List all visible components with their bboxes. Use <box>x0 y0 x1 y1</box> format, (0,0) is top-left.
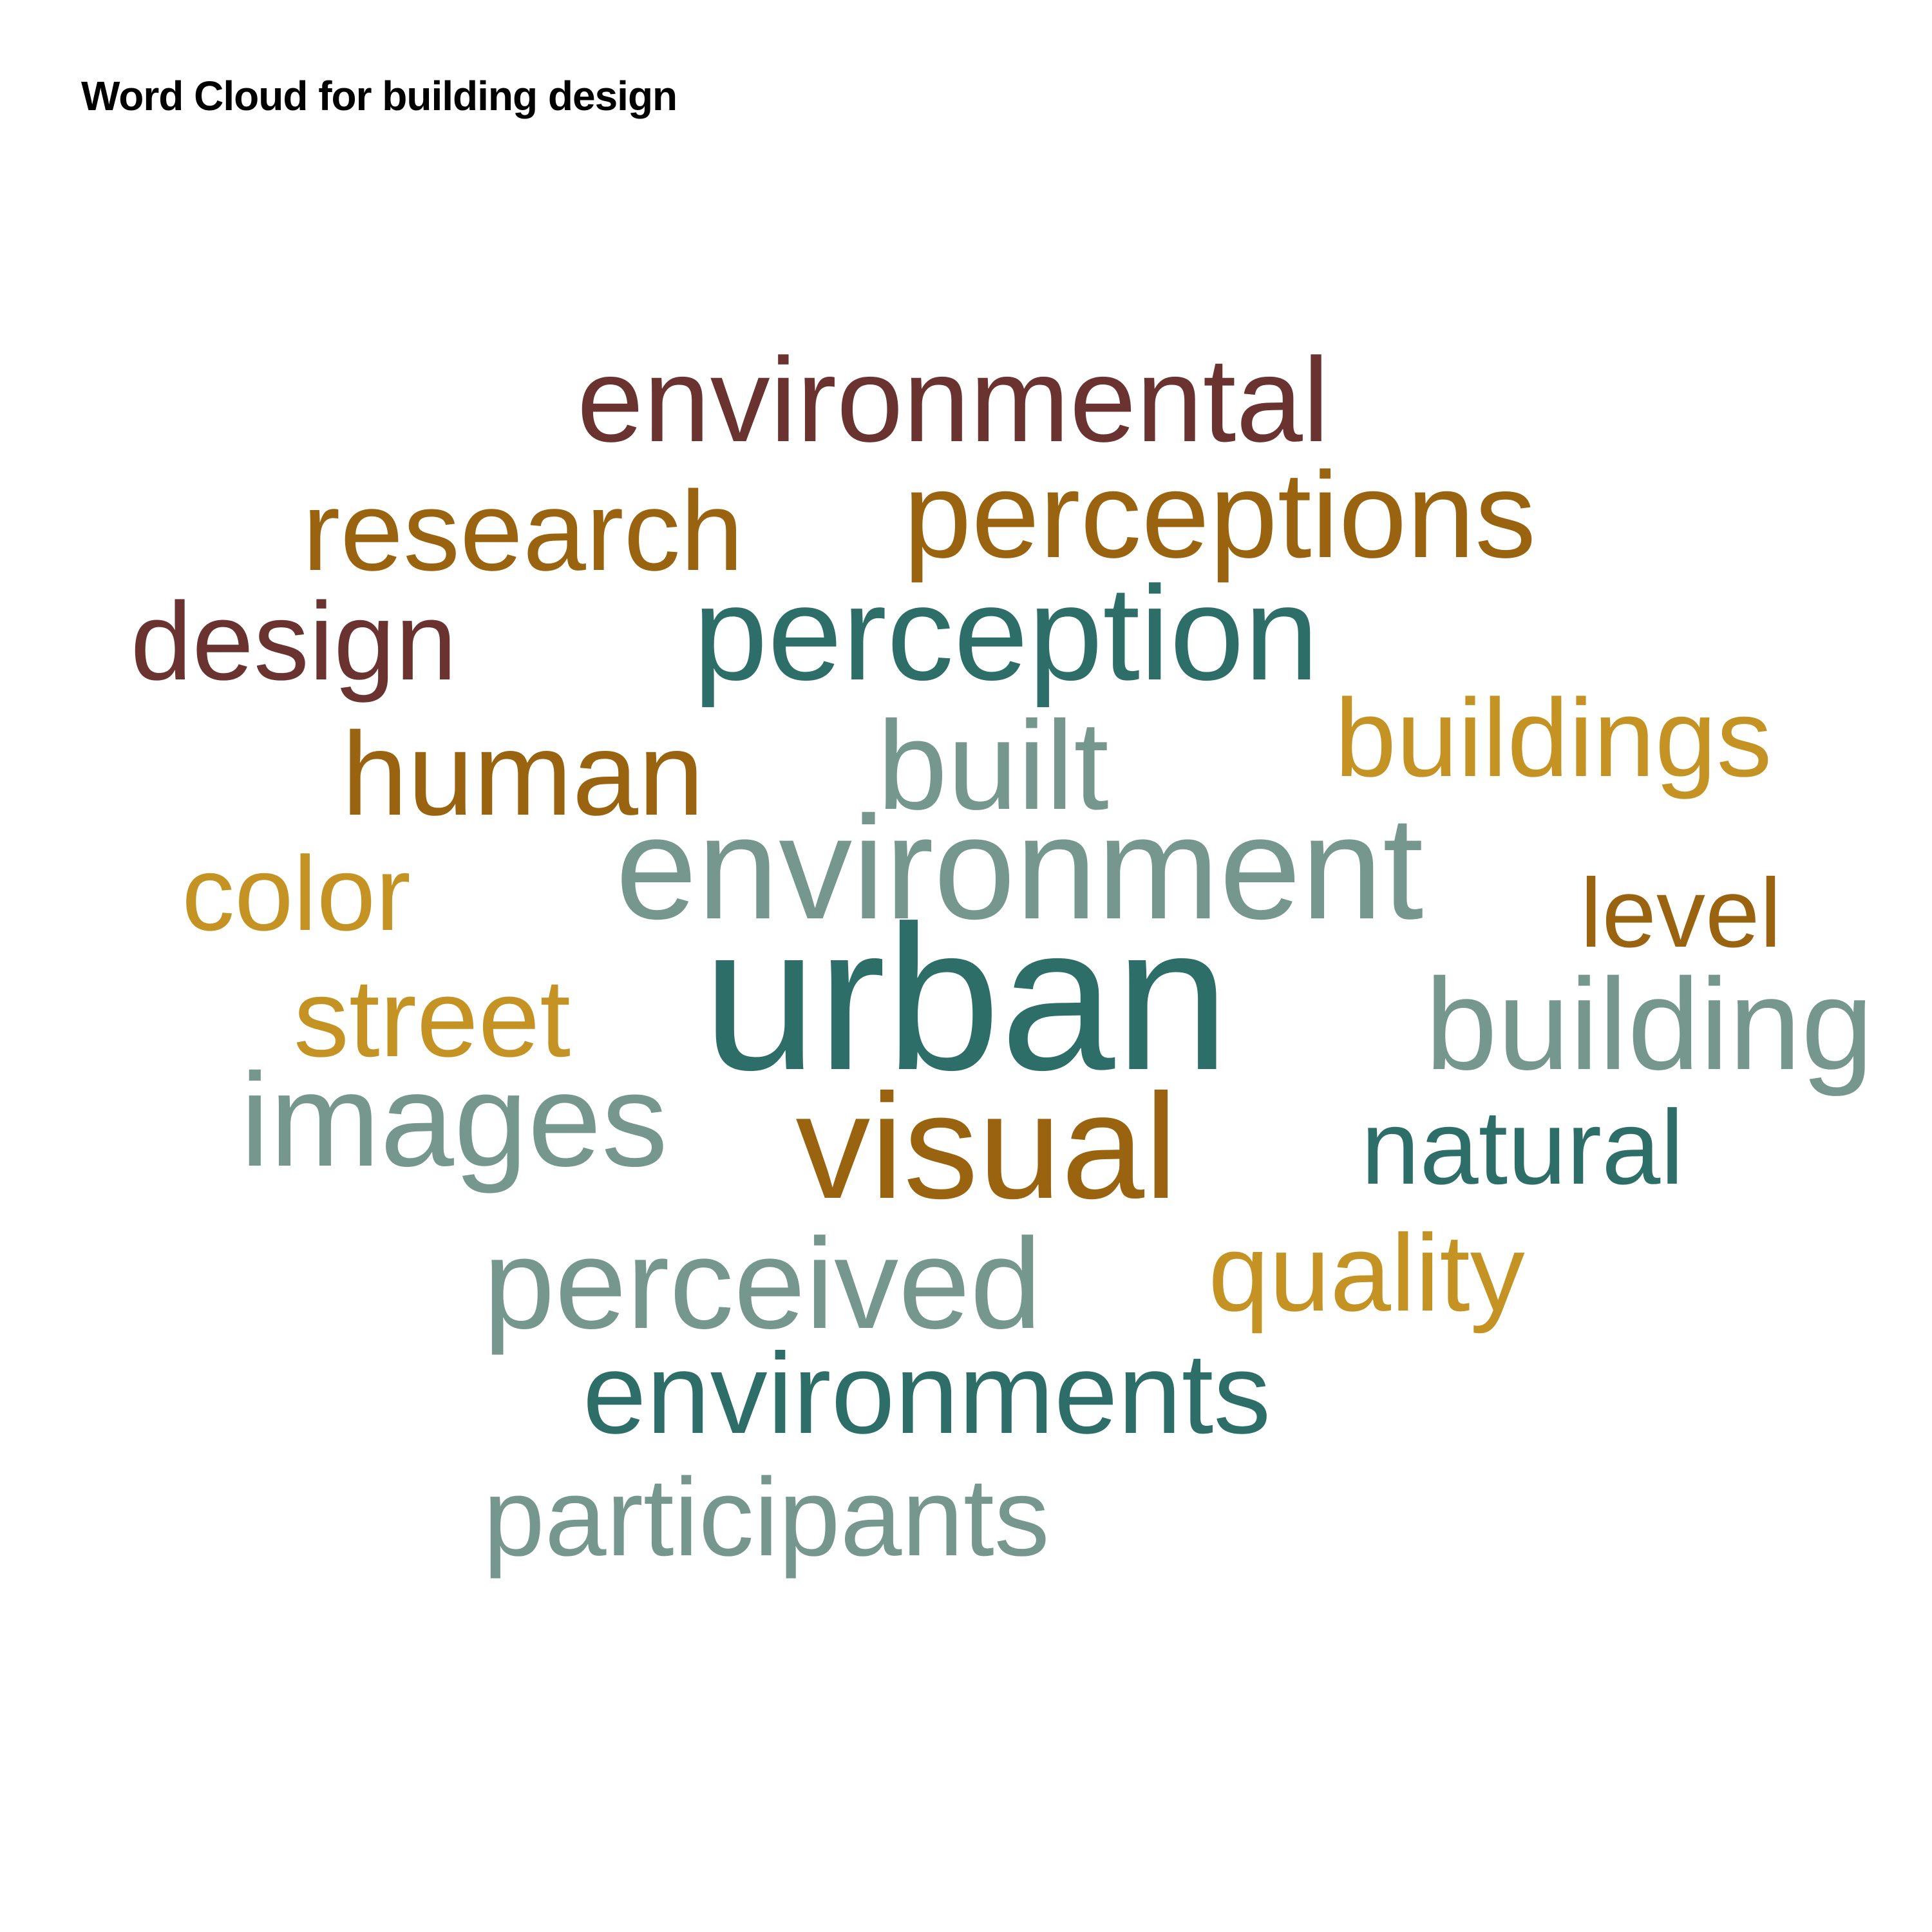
word-level: level <box>1580 858 1782 968</box>
word-color: color <box>182 835 410 952</box>
word-urban: urban <box>703 882 1229 1113</box>
word-environment: environment <box>616 786 1424 950</box>
word-design: design <box>131 580 457 703</box>
word-human: human <box>342 707 705 840</box>
word-built: built <box>877 695 1109 836</box>
chart-title: Word Cloud for building design <box>81 73 677 119</box>
word-environmental: environmental <box>577 334 1329 467</box>
word-environments: environments <box>583 1329 1271 1457</box>
word-quality: quality <box>1208 1212 1524 1334</box>
word-perception: perception <box>693 559 1318 708</box>
word-building: building <box>1425 951 1873 1097</box>
word-perceptions: perceptions <box>904 447 1536 583</box>
word-participants: participants <box>483 1455 1050 1579</box>
word-buildings: buildings <box>1335 676 1772 800</box>
word-research: research <box>303 468 744 594</box>
word-perceived: perceived <box>483 1212 1041 1356</box>
word-images: images <box>240 1046 668 1194</box>
word-visual: visual <box>795 1063 1177 1230</box>
word-street: street <box>294 956 571 1080</box>
word-natural: natural <box>1361 1088 1683 1206</box>
